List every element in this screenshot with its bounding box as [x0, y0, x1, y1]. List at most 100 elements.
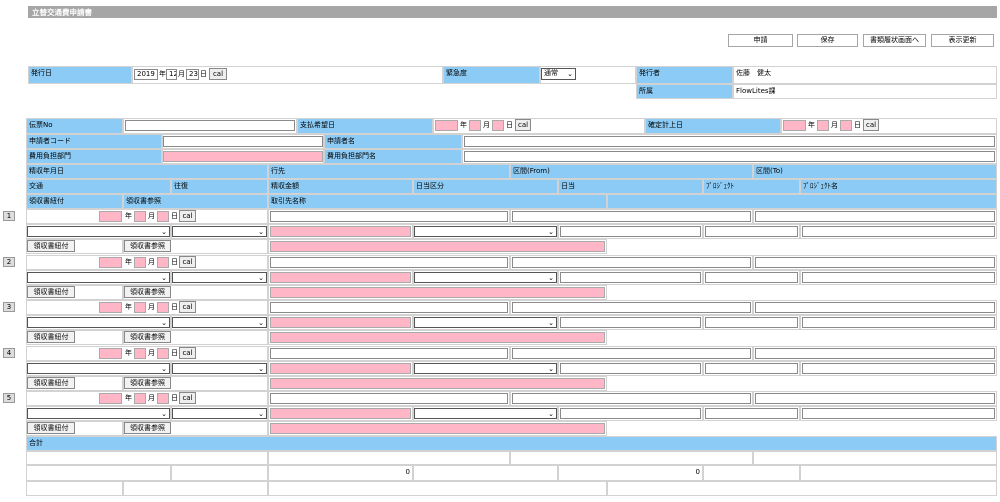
row-transport-select[interactable]: ⌄	[27, 362, 170, 374]
row-month-input[interactable]	[134, 211, 146, 222]
pay-day-input[interactable]	[492, 120, 504, 131]
row-allowance-input[interactable]	[560, 317, 701, 328]
issue-year-input[interactable]: 2019	[134, 69, 158, 80]
row-allowance-input[interactable]	[560, 408, 701, 419]
receipt-attach-button[interactable]: 領収書紐付	[27, 331, 75, 343]
row-from-input[interactable]	[512, 347, 751, 359]
row-amount-input[interactable]	[270, 408, 411, 419]
receipt-attach-button[interactable]: 領収書紐付	[27, 376, 75, 389]
row-destination-input[interactable]	[270, 302, 508, 313]
row-destination-input[interactable]	[270, 347, 508, 359]
row-year-input[interactable]	[99, 302, 122, 313]
row-allowance-type-select[interactable]: ⌄	[414, 317, 557, 328]
row-cal-button[interactable]: cal	[179, 392, 196, 404]
row-day-input[interactable]	[157, 302, 169, 313]
row-from-input[interactable]	[512, 256, 751, 268]
row-month-input[interactable]	[134, 302, 146, 313]
row-transport-select[interactable]: ⌄	[27, 226, 170, 237]
row-cal-button[interactable]: cal	[179, 255, 196, 268]
apply-button[interactable]: 申請	[728, 34, 793, 47]
row-cal-button[interactable]: cal	[179, 210, 196, 222]
cost-dept-input[interactable]	[163, 151, 323, 162]
row-from-input[interactable]	[512, 393, 751, 404]
row-from-input[interactable]	[512, 302, 751, 313]
row-year-input[interactable]	[99, 256, 122, 268]
row-transport-select[interactable]: ⌄	[27, 271, 170, 283]
pay-year-input[interactable]	[435, 120, 458, 131]
row-project-input[interactable]	[705, 362, 798, 374]
row-amount-input[interactable]	[270, 317, 411, 328]
row-transport-select[interactable]: ⌄	[27, 408, 170, 419]
row-year-input[interactable]	[99, 347, 122, 359]
receipt-ref-button[interactable]: 領収書参照	[124, 285, 171, 298]
row-project-name-input[interactable]	[802, 362, 995, 374]
row-day-input[interactable]	[157, 256, 169, 268]
row-cal-button[interactable]: cal	[179, 346, 196, 359]
applicant-name-input[interactable]	[464, 136, 995, 147]
row-destination-input[interactable]	[270, 393, 508, 404]
row-vendor-input[interactable]	[270, 377, 605, 389]
row-roundtrip-select[interactable]: ⌄	[172, 226, 267, 237]
receipt-ref-button[interactable]: 領収書参照	[124, 376, 171, 389]
row-day-input[interactable]	[157, 347, 169, 359]
issue-cal-button[interactable]: cal	[209, 68, 227, 80]
row-roundtrip-select[interactable]: ⌄	[172, 362, 267, 374]
post-day-input[interactable]	[840, 120, 852, 131]
status-screen-button[interactable]: 書類履状画面へ	[863, 34, 926, 47]
row-year-input[interactable]	[99, 393, 122, 404]
row-day-input[interactable]	[157, 393, 169, 404]
post-year-input[interactable]	[783, 120, 806, 131]
pay-month-input[interactable]	[469, 120, 481, 131]
row-destination-input[interactable]	[270, 211, 508, 222]
row-allowance-input[interactable]	[560, 362, 701, 374]
slip-no-input[interactable]	[125, 120, 295, 131]
row-roundtrip-select[interactable]: ⌄	[172, 317, 267, 328]
save-button[interactable]: 保存	[797, 34, 858, 47]
issue-day-input[interactable]: 23	[186, 69, 199, 80]
row-year-input[interactable]	[99, 211, 122, 222]
row-roundtrip-select[interactable]: ⌄	[172, 271, 267, 283]
row-project-input[interactable]	[705, 271, 798, 283]
receipt-attach-button[interactable]: 領収書紐付	[27, 240, 75, 252]
receipt-attach-button[interactable]: 領収書紐付	[27, 422, 75, 434]
row-allowance-input[interactable]	[560, 271, 701, 283]
row-roundtrip-select[interactable]: ⌄	[172, 408, 267, 419]
receipt-ref-button[interactable]: 領収書参照	[124, 331, 171, 343]
row-allowance-type-select[interactable]: ⌄	[414, 226, 557, 237]
refresh-button[interactable]: 表示更新	[931, 34, 994, 47]
row-allowance-type-select[interactable]: ⌄	[414, 408, 557, 419]
row-allowance-input[interactable]	[560, 226, 701, 237]
row-amount-input[interactable]	[270, 226, 411, 237]
post-month-input[interactable]	[817, 120, 829, 131]
receipt-ref-button[interactable]: 領収書参照	[124, 240, 171, 252]
row-vendor-input[interactable]	[270, 332, 605, 343]
row-project-name-input[interactable]	[802, 271, 995, 283]
row-vendor-input[interactable]	[270, 286, 605, 298]
row-project-input[interactable]	[705, 317, 798, 328]
row-project-name-input[interactable]	[802, 317, 995, 328]
row-to-input[interactable]	[755, 347, 995, 359]
row-month-input[interactable]	[134, 256, 146, 268]
row-destination-input[interactable]	[270, 256, 508, 268]
row-day-input[interactable]	[157, 211, 169, 222]
row-to-input[interactable]	[755, 256, 995, 268]
receipt-ref-button[interactable]: 領収書参照	[124, 422, 171, 434]
row-to-input[interactable]	[755, 302, 995, 313]
row-amount-input[interactable]	[270, 362, 411, 374]
applicant-code-input[interactable]	[163, 136, 323, 147]
pay-cal-button[interactable]: cal	[515, 119, 531, 131]
row-to-input[interactable]	[755, 393, 995, 404]
row-from-input[interactable]	[512, 211, 751, 222]
row-to-input[interactable]	[755, 211, 995, 222]
cost-dept-name-input[interactable]	[464, 151, 995, 162]
post-cal-button[interactable]: cal	[863, 119, 879, 131]
row-month-input[interactable]	[134, 393, 146, 404]
row-allowance-type-select[interactable]: ⌄	[414, 362, 557, 374]
row-project-input[interactable]	[705, 226, 798, 237]
row-project-input[interactable]	[705, 408, 798, 419]
issue-month-input[interactable]: 12	[166, 69, 177, 80]
row-cal-button[interactable]: cal	[179, 301, 196, 313]
row-amount-input[interactable]	[270, 271, 411, 283]
row-transport-select[interactable]: ⌄	[27, 317, 170, 328]
row-project-name-input[interactable]	[802, 226, 995, 237]
